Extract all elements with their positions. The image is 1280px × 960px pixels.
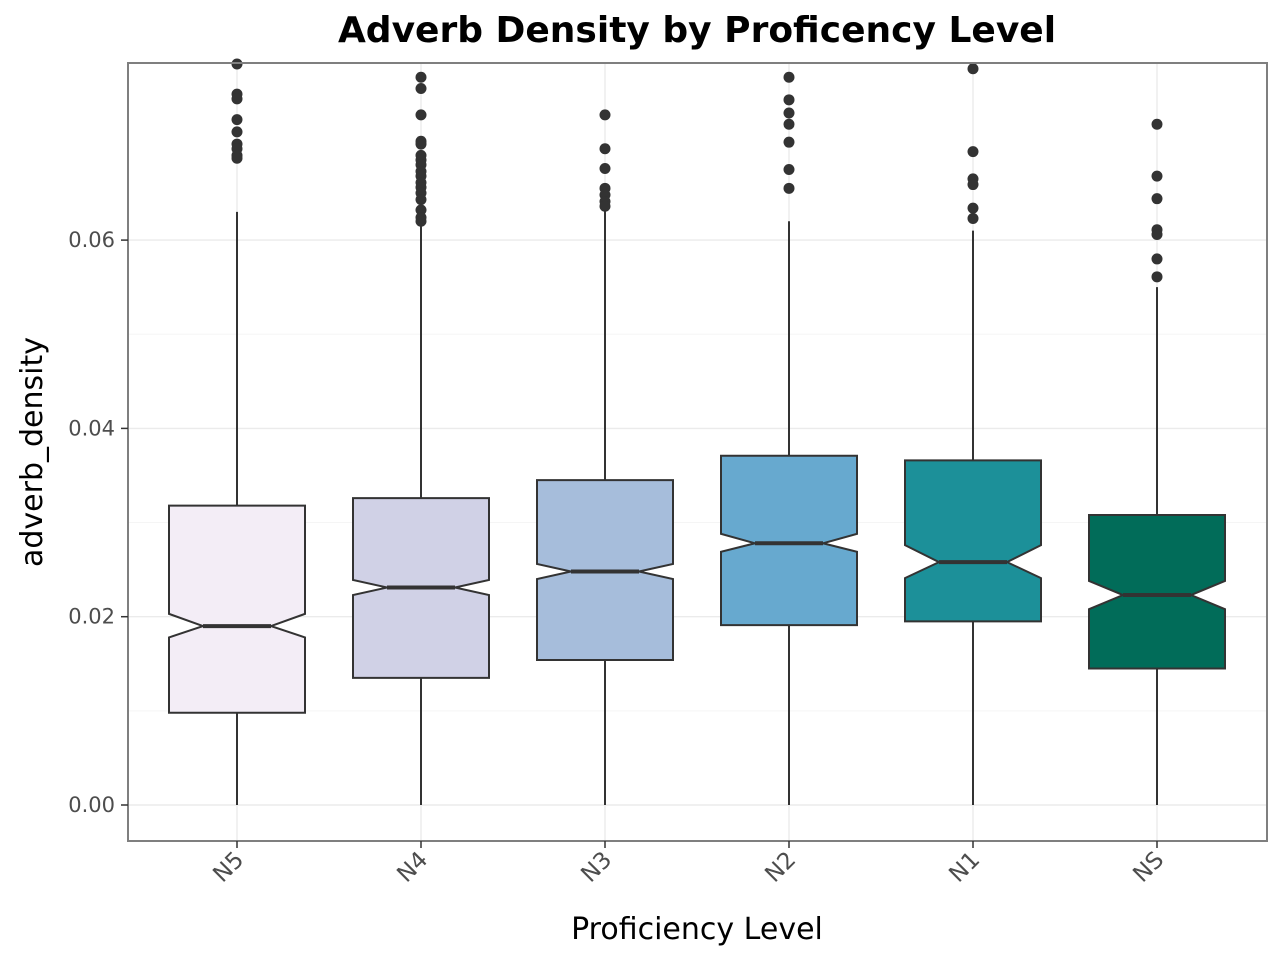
outlier-point [783,163,795,175]
outlier-point [1151,118,1163,130]
outlier-point [599,143,611,155]
grid-layer [128,63,1267,841]
outlier-point [967,146,979,158]
outlier-point [783,182,795,194]
box-n5 [168,504,306,714]
chart-title: Adverb Density by Proficency Level [338,10,1056,51]
outlier-point [967,212,979,224]
outlier-point [967,63,979,75]
box-n2 [720,454,858,627]
x-axis-title: Proficiency Level [571,912,823,947]
outlier-point [783,71,795,83]
y-tick-label: 0.00 [68,793,115,817]
outlier-point [599,109,611,121]
outlier-point [967,202,979,214]
y-tick-label: 0.04 [68,416,115,440]
x-tick-label: N5 [208,847,249,888]
x-tick-label: N2 [760,847,801,888]
outlier-point [231,152,243,164]
outlier-point [1151,193,1163,205]
outlier-point [783,118,795,130]
outlier-point [1151,271,1163,283]
outlier-point [783,94,795,106]
box-layer [168,58,1226,805]
box-ns [1088,514,1226,670]
outlier-point [783,107,795,119]
outlier-point [231,126,243,138]
outlier-point [415,204,427,216]
outlier-point [415,194,427,206]
x-tick-label: N4 [392,847,433,888]
y-tick-label: 0.02 [68,605,115,629]
outlier-point [599,200,611,212]
outlier-point [783,136,795,148]
outlier-point [1151,170,1163,182]
x-tick-label: N1 [944,847,985,888]
outlier-point [415,83,427,95]
outlier-point [415,138,427,150]
outlier-point [415,71,427,83]
box-n1 [904,459,1042,623]
outlier-point [231,93,243,105]
outlier-point [1151,253,1163,265]
x-tick-label: NS [1128,847,1169,888]
y-tick-label: 0.06 [68,228,115,252]
outlier-point [415,109,427,121]
y-axis-title: adverb_density [15,337,50,567]
outlier-point [1151,228,1163,240]
x-tick-label: N3 [576,847,617,888]
outlier-point [967,179,979,191]
outlier-point [231,58,243,70]
outlier-point [231,114,243,126]
plot-panel-border [127,62,1268,842]
outlier-point [415,215,427,227]
outlier-point [599,163,611,175]
